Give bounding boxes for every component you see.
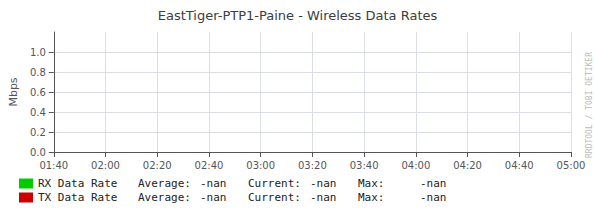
- svg-text:0.4: 0.4: [30, 107, 46, 118]
- svg-text:RX Data Rate: RX Data Rate: [38, 177, 117, 190]
- svg-text:03:00: 03:00: [246, 160, 275, 171]
- svg-text:-nan: -nan: [420, 191, 447, 204]
- svg-text:-nan: -nan: [310, 191, 337, 204]
- svg-text:0.2: 0.2: [30, 127, 46, 138]
- svg-text:02:20: 02:20: [143, 160, 172, 171]
- svg-text:-nan: -nan: [200, 191, 227, 204]
- svg-text:02:00: 02:00: [91, 160, 120, 171]
- svg-text:04:20: 04:20: [453, 160, 482, 171]
- svg-text:Max:: Max:: [358, 191, 385, 204]
- svg-text:Max:: Max:: [358, 177, 385, 190]
- svg-text:0.0: 0.0: [30, 147, 46, 158]
- svg-text:RRDTOOL / TOBI OETIKER: RRDTOOL / TOBI OETIKER: [585, 52, 594, 158]
- svg-text:Mbps: Mbps: [7, 77, 20, 106]
- svg-text:0.6: 0.6: [30, 87, 46, 98]
- svg-text:EastTiger-PTP1-Paine - Wireles: EastTiger-PTP1-Paine - Wireless Data Rat…: [158, 8, 438, 23]
- svg-text:0.8: 0.8: [30, 67, 46, 78]
- svg-text:1.0: 1.0: [30, 47, 46, 58]
- svg-text:05:00: 05:00: [557, 160, 586, 171]
- svg-text:-nan: -nan: [420, 177, 447, 190]
- svg-text:Current:: Current:: [248, 177, 301, 190]
- svg-text:Average:: Average:: [138, 177, 191, 190]
- svg-text:03:40: 03:40: [350, 160, 379, 171]
- svg-text:02:40: 02:40: [195, 160, 224, 171]
- svg-text:-nan: -nan: [200, 177, 227, 190]
- svg-text:Average:: Average:: [138, 191, 191, 204]
- svg-text:-nan: -nan: [310, 177, 337, 190]
- svg-text:TX Data Rate: TX Data Rate: [38, 191, 117, 204]
- svg-text:03:20: 03:20: [298, 160, 327, 171]
- svg-text:Current:: Current:: [248, 191, 301, 204]
- svg-text:04:00: 04:00: [401, 160, 430, 171]
- svg-text:04:40: 04:40: [505, 160, 534, 171]
- svg-text:01:40: 01:40: [39, 160, 68, 171]
